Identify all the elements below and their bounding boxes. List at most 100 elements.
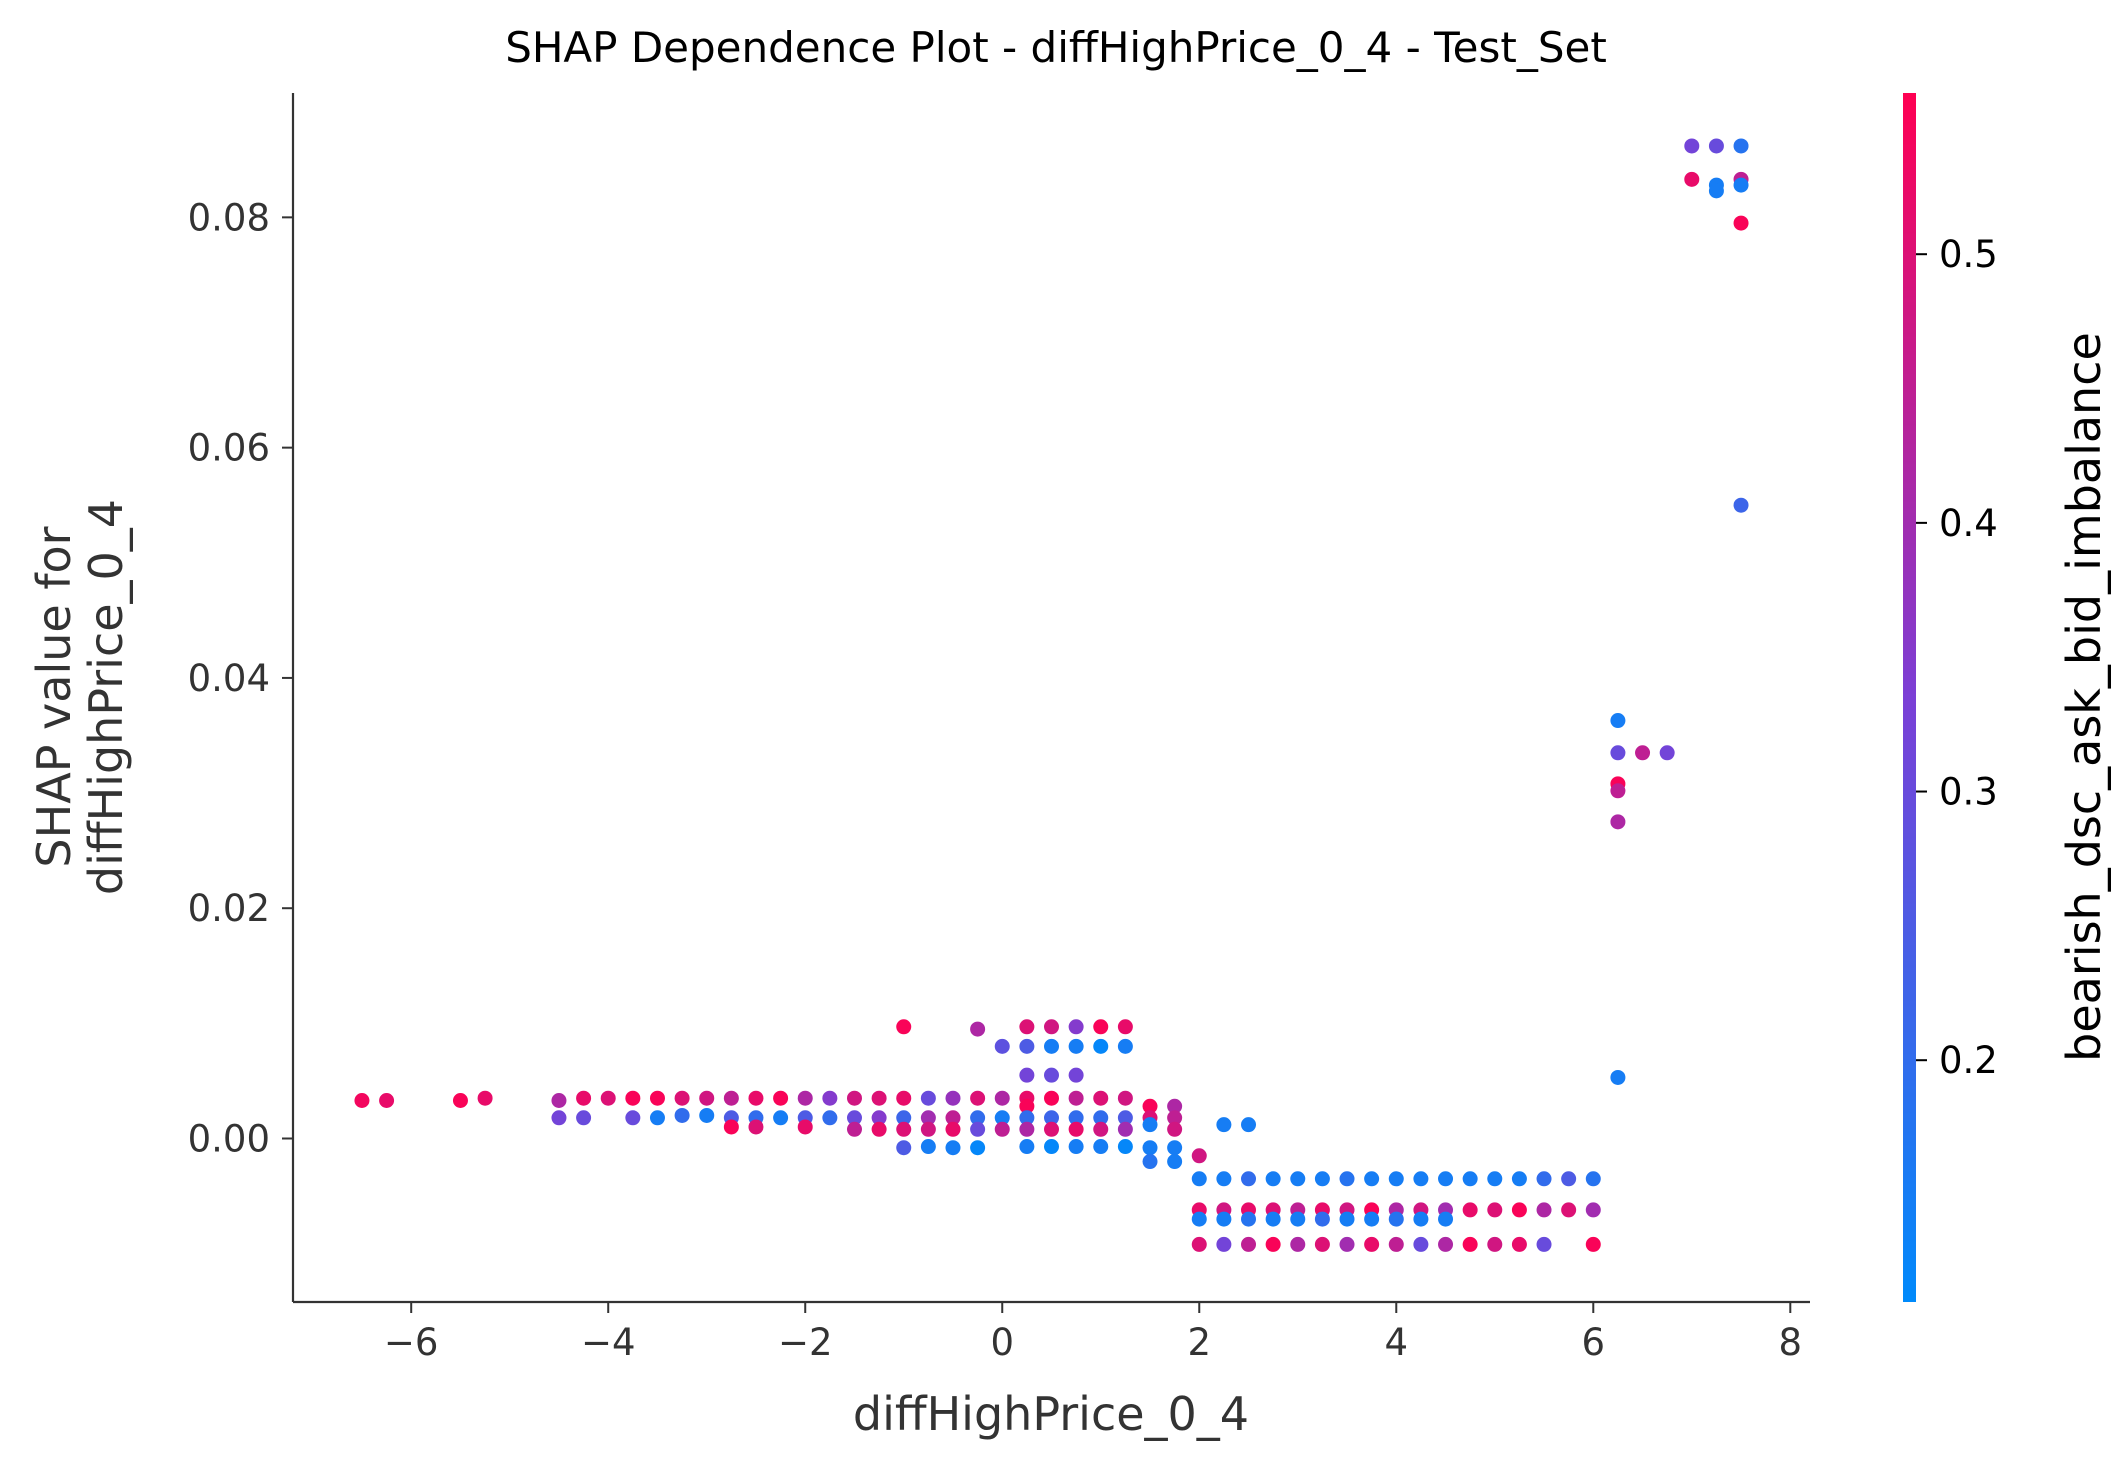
y-tick-label: 0.06 — [188, 427, 270, 470]
scatter-point — [1044, 1139, 1059, 1155]
scatter-point — [1044, 1019, 1059, 1035]
y-tick-label: 0.00 — [188, 1117, 270, 1160]
scatter-point — [1191, 1171, 1207, 1187]
scatter-point — [723, 1090, 739, 1106]
scatter-point — [1610, 783, 1626, 799]
scatter-point — [1216, 1117, 1232, 1133]
scatter-point — [1241, 1236, 1257, 1252]
scatter-point — [1708, 183, 1724, 199]
scatter-point — [1610, 814, 1626, 830]
scatter-point — [896, 1140, 912, 1156]
scatter-point — [1241, 1171, 1257, 1187]
scatter-point — [551, 1110, 567, 1126]
chart-title: SHAP Dependence Plot - diffHighPrice_0_4… — [505, 23, 1607, 72]
scatter-point — [1462, 1236, 1478, 1252]
scatter-point — [970, 1121, 986, 1137]
scatter-point — [1462, 1171, 1478, 1187]
scatter-point — [1290, 1236, 1306, 1252]
scatter-point — [1339, 1236, 1355, 1252]
scatter-point — [1241, 1117, 1257, 1133]
x-tick-label: 6 — [1582, 1321, 1606, 1364]
scatter-point — [773, 1110, 789, 1126]
scatter-point — [1068, 1110, 1084, 1126]
scatter-point — [1216, 1236, 1232, 1252]
scatter-point — [625, 1090, 641, 1106]
scatter-point — [920, 1121, 936, 1137]
scatter-point — [871, 1121, 887, 1137]
scatter-point — [1167, 1154, 1183, 1170]
scatter-point — [1364, 1171, 1380, 1187]
scatter-point — [1733, 177, 1749, 193]
scatter-point — [649, 1090, 665, 1106]
scatter-point — [1117, 1110, 1133, 1126]
scatter-point — [822, 1110, 838, 1126]
scatter-point — [1438, 1211, 1454, 1227]
scatter-point — [846, 1090, 862, 1106]
scatter-point — [1413, 1171, 1429, 1187]
scatter-point — [1290, 1211, 1306, 1227]
scatter-point — [970, 1110, 986, 1126]
scatter-point — [1314, 1236, 1330, 1252]
scatter-point — [1561, 1171, 1577, 1187]
scatter-point — [379, 1093, 395, 1108]
scatter-point — [1068, 1090, 1084, 1106]
scatter-point — [1191, 1236, 1207, 1252]
y-tick-label: 0.04 — [188, 657, 270, 700]
scatter-point — [1585, 1202, 1601, 1218]
scatter-point — [1044, 1067, 1059, 1083]
scatter-point — [1117, 1019, 1133, 1035]
scatter-point — [699, 1107, 715, 1123]
scatter-point — [1659, 745, 1675, 761]
x-tick-label: −6 — [384, 1321, 439, 1364]
scatter-point — [1487, 1171, 1503, 1187]
scatter-point — [1462, 1202, 1478, 1218]
scatter-point — [1068, 1038, 1084, 1054]
scatter-point — [748, 1090, 764, 1106]
scatter-point — [1117, 1038, 1133, 1054]
scatter-point — [1438, 1236, 1454, 1252]
scatter-point — [1167, 1110, 1183, 1126]
colorbar-label: bearish_dsc_ask_bid_imbalance — [2057, 332, 2111, 1062]
scatter-point — [1413, 1236, 1429, 1252]
scatter-point — [1142, 1140, 1158, 1156]
scatter-point — [1117, 1121, 1133, 1137]
scatter-point — [994, 1121, 1010, 1137]
scatter-point — [1684, 171, 1700, 187]
scatter-point — [1364, 1236, 1380, 1252]
scatter-point — [477, 1090, 493, 1106]
scatter-point — [970, 1090, 986, 1106]
scatter-point — [1733, 215, 1749, 231]
scatter-point — [871, 1110, 887, 1126]
colorbar-tick-label: 0.3 — [1939, 771, 1998, 814]
scatter-point — [994, 1110, 1010, 1126]
scatter-point — [551, 1093, 567, 1108]
scatter-point — [1019, 1019, 1035, 1035]
scatter-point — [1610, 1069, 1626, 1085]
scatter-point — [1610, 745, 1626, 761]
x-tick-label: 0 — [990, 1321, 1014, 1364]
scatter-point — [871, 1090, 887, 1106]
scatter-point — [945, 1090, 961, 1106]
scatter-point — [1216, 1211, 1232, 1227]
scatter-point — [1388, 1236, 1404, 1252]
scatter-point — [1167, 1121, 1183, 1137]
scatter-point — [846, 1121, 862, 1137]
y-axis-label-line-1: SHAP value for — [27, 526, 81, 867]
scatter-point — [1044, 1090, 1059, 1106]
scatter-point — [1068, 1019, 1084, 1035]
scatter-point — [896, 1090, 912, 1106]
scatter-point — [1265, 1236, 1281, 1252]
scatter-point — [1684, 138, 1700, 154]
x-axis-ticks: −6 −4 −2 0 2 4 6 8 — [384, 1302, 1802, 1364]
x-tick-label: −2 — [778, 1321, 833, 1364]
scatter-point — [674, 1090, 690, 1106]
scatter-point — [822, 1090, 838, 1106]
scatter-point — [1142, 1117, 1158, 1133]
x-axis-label: diffHighPrice_0_4 — [853, 1387, 1249, 1441]
scatter-point — [1044, 1110, 1059, 1126]
scatter-point — [1093, 1110, 1109, 1126]
scatter-point — [748, 1119, 764, 1135]
colorbar-tick-label: 0.4 — [1939, 502, 1998, 545]
scatter-point — [1265, 1211, 1281, 1227]
scatter-point — [1635, 745, 1651, 761]
